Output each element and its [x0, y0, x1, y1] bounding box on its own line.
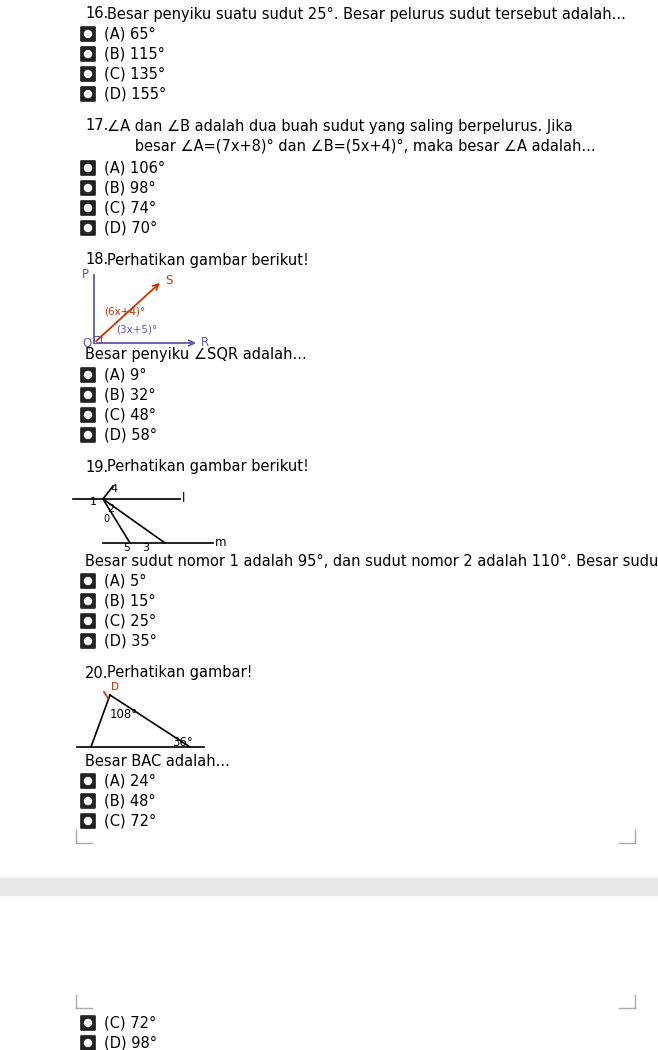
FancyBboxPatch shape — [80, 181, 95, 195]
FancyBboxPatch shape — [80, 593, 95, 609]
Text: (A) 24°: (A) 24° — [104, 774, 156, 789]
Text: (D) 58°: (D) 58° — [104, 427, 157, 442]
Bar — [0, 878, 658, 895]
Text: m: m — [215, 537, 226, 549]
Circle shape — [84, 637, 91, 645]
Circle shape — [84, 50, 91, 58]
Text: Besar BAC adalah...: Besar BAC adalah... — [85, 754, 230, 769]
Text: S: S — [165, 274, 172, 288]
FancyBboxPatch shape — [80, 814, 95, 828]
Circle shape — [84, 1040, 91, 1047]
Text: (B) 98°: (B) 98° — [104, 181, 156, 195]
Text: (B) 15°: (B) 15° — [104, 593, 156, 609]
Text: (D) 155°: (D) 155° — [104, 86, 166, 102]
Text: 16.: 16. — [85, 6, 109, 21]
FancyBboxPatch shape — [80, 407, 95, 422]
Text: 0: 0 — [103, 514, 109, 524]
FancyBboxPatch shape — [80, 427, 95, 442]
Circle shape — [84, 205, 91, 211]
Text: (C) 74°: (C) 74° — [104, 201, 156, 215]
FancyBboxPatch shape — [80, 774, 95, 789]
FancyBboxPatch shape — [80, 368, 95, 382]
Text: (D) 98°: (D) 98° — [104, 1035, 157, 1050]
Text: Besar penyiku ∠SQR adalah...: Besar penyiku ∠SQR adalah... — [85, 348, 307, 362]
Circle shape — [84, 777, 91, 784]
Text: (A) 106°: (A) 106° — [104, 161, 165, 175]
FancyBboxPatch shape — [80, 573, 95, 588]
Circle shape — [84, 578, 91, 585]
Text: (C) 72°: (C) 72° — [104, 814, 156, 828]
Text: 5: 5 — [123, 543, 130, 553]
Circle shape — [84, 185, 91, 191]
Circle shape — [84, 617, 91, 625]
Circle shape — [84, 70, 91, 78]
Text: (C) 48°: (C) 48° — [104, 407, 156, 422]
FancyBboxPatch shape — [80, 86, 95, 102]
Circle shape — [84, 225, 91, 231]
Text: 19.: 19. — [85, 460, 109, 475]
Text: 18.: 18. — [85, 252, 109, 268]
Text: (C) 25°: (C) 25° — [104, 613, 156, 629]
Text: (3x+5)°: (3x+5)° — [116, 324, 157, 334]
Circle shape — [84, 597, 91, 605]
Circle shape — [84, 1020, 91, 1027]
Text: 17.: 17. — [85, 119, 109, 133]
Text: Perhatikan gambar!: Perhatikan gambar! — [107, 666, 253, 680]
Text: R: R — [201, 336, 209, 350]
FancyBboxPatch shape — [80, 794, 95, 808]
Text: Perhatikan gambar berikut!: Perhatikan gambar berikut! — [107, 460, 309, 475]
FancyBboxPatch shape — [80, 201, 95, 215]
Circle shape — [84, 412, 91, 419]
Text: Perhatikan gambar berikut!: Perhatikan gambar berikut! — [107, 252, 309, 268]
Text: D: D — [111, 682, 119, 692]
Text: 2: 2 — [107, 504, 114, 514]
Circle shape — [84, 432, 91, 439]
Text: (D) 70°: (D) 70° — [104, 220, 157, 235]
Text: 1: 1 — [90, 497, 97, 507]
Text: (D) 35°: (D) 35° — [104, 633, 157, 649]
FancyBboxPatch shape — [80, 46, 95, 62]
Text: (A) 5°: (A) 5° — [104, 573, 147, 588]
FancyBboxPatch shape — [80, 161, 95, 175]
Text: (A) 65°: (A) 65° — [104, 26, 156, 42]
Text: (C) 72°: (C) 72° — [104, 1015, 156, 1030]
Text: 36°: 36° — [172, 735, 193, 749]
Text: 20.: 20. — [85, 666, 109, 680]
Text: ∠A dan ∠B adalah dua buah sudut yang saling berpelurus. Jika: ∠A dan ∠B adalah dua buah sudut yang sal… — [107, 119, 572, 133]
FancyBboxPatch shape — [80, 220, 95, 235]
Text: (B) 32°: (B) 32° — [104, 387, 156, 402]
Text: 108°: 108° — [110, 709, 138, 721]
Circle shape — [84, 372, 91, 378]
Circle shape — [84, 392, 91, 399]
Circle shape — [84, 818, 91, 824]
FancyBboxPatch shape — [80, 26, 95, 42]
Circle shape — [84, 798, 91, 804]
Text: Q: Q — [83, 336, 92, 350]
Text: (6x+4)°: (6x+4)° — [104, 306, 145, 316]
Text: 4: 4 — [110, 484, 117, 493]
FancyBboxPatch shape — [80, 1035, 95, 1050]
Text: (B) 48°: (B) 48° — [104, 794, 156, 808]
Text: l: l — [182, 492, 186, 505]
Text: (B) 115°: (B) 115° — [104, 46, 165, 62]
Circle shape — [84, 90, 91, 98]
Text: Besar penyiku suatu sudut 25°. Besar pelurus sudut tersebut adalah...: Besar penyiku suatu sudut 25°. Besar pel… — [107, 6, 626, 21]
Circle shape — [84, 165, 91, 171]
Text: (A) 9°: (A) 9° — [104, 368, 147, 382]
FancyBboxPatch shape — [80, 1015, 95, 1030]
FancyBboxPatch shape — [80, 387, 95, 402]
FancyBboxPatch shape — [80, 633, 95, 649]
Text: besar ∠A=(7x+8)° dan ∠B=(5x+4)°, maka besar ∠A adalah...: besar ∠A=(7x+8)° dan ∠B=(5x+4)°, maka be… — [107, 139, 595, 153]
Text: (C) 135°: (C) 135° — [104, 66, 165, 82]
Text: P: P — [82, 268, 89, 280]
FancyBboxPatch shape — [80, 613, 95, 629]
Text: Besar sudut nomor 1 adalah 95°, dan sudut nomor 2 adalah 110°. Besar sudut nomor: Besar sudut nomor 1 adalah 95°, dan sudu… — [85, 553, 658, 568]
FancyBboxPatch shape — [80, 66, 95, 82]
Bar — [94, 336, 101, 343]
Circle shape — [84, 30, 91, 38]
Text: 3: 3 — [142, 543, 149, 553]
